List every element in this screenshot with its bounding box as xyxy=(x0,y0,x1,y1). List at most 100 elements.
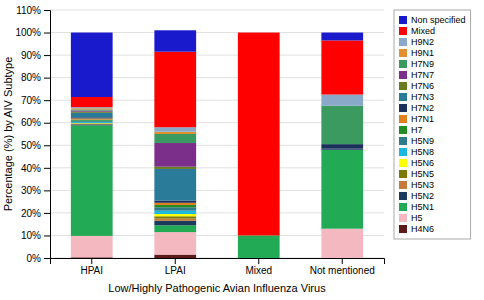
tick-mark xyxy=(44,235,50,236)
legend-item: H7N6 xyxy=(399,81,434,91)
bar-segment xyxy=(154,232,196,255)
bar-segment xyxy=(154,221,196,226)
legend-label: H7N3 xyxy=(411,92,434,102)
legend-swatch xyxy=(399,60,407,68)
legend-item: H5N3 xyxy=(399,180,434,190)
tick-label: 10% xyxy=(21,230,41,241)
bar-segment xyxy=(154,207,196,210)
tick-mark xyxy=(44,78,50,79)
plot: 0%10%20%30%40%50%60%70%80%90%100%110%HPA… xyxy=(15,5,384,276)
bar-segment xyxy=(154,167,196,169)
legend-item: H7N3 xyxy=(399,92,434,102)
tick-mark xyxy=(258,258,259,264)
legend-item: H5N2 xyxy=(399,191,434,201)
bar-segment xyxy=(71,120,113,121)
tick-mark xyxy=(44,190,50,191)
tick-label: 60% xyxy=(21,117,41,128)
bar-segment xyxy=(154,225,196,232)
legend-swatch xyxy=(399,137,407,145)
series xyxy=(71,33,363,236)
legend-label: H7N2 xyxy=(411,103,434,113)
legend-swatch xyxy=(399,27,407,35)
tick: LPAI xyxy=(165,258,186,276)
legend-label: H5N6 xyxy=(411,158,434,168)
series xyxy=(71,124,196,221)
bar-segment xyxy=(71,111,113,112)
tick-mark xyxy=(91,258,92,264)
axis-line xyxy=(44,11,51,259)
legend-swatch xyxy=(399,115,407,123)
bar-segment xyxy=(321,40,363,94)
grid xyxy=(50,10,384,258)
bar-segment xyxy=(154,169,196,201)
bar-segment xyxy=(71,122,113,123)
series xyxy=(71,120,196,208)
tick-mark xyxy=(44,100,50,101)
series xyxy=(71,95,363,132)
legend-item: H4N6 xyxy=(399,224,434,234)
bar-segment xyxy=(71,112,113,113)
tick-label: 50% xyxy=(21,140,41,151)
legend-label: Mixed xyxy=(411,26,435,36)
bar-segment xyxy=(71,123,113,124)
bar-segment xyxy=(321,106,363,144)
series xyxy=(71,106,363,144)
bar-segment xyxy=(71,107,113,108)
bar-segment xyxy=(154,52,196,128)
legend-item: H5N8 xyxy=(399,147,434,157)
bar-segment xyxy=(321,33,363,41)
tick-label: 40% xyxy=(21,163,41,174)
tick-label: LPAI xyxy=(165,265,186,276)
series xyxy=(71,118,196,205)
tick-mark xyxy=(44,213,50,214)
legend-item: H7N2 xyxy=(399,103,434,113)
bar-segment xyxy=(71,117,113,118)
series xyxy=(71,229,363,258)
legend-label: H5N5 xyxy=(411,169,434,179)
legend-item: H5N6 xyxy=(399,158,434,168)
bar-segment xyxy=(71,97,113,107)
legend-item: H9N1 xyxy=(399,48,434,58)
legend-label: H5 xyxy=(411,213,423,223)
tick: Mixed xyxy=(245,258,272,276)
legend-swatch xyxy=(399,93,407,101)
x-axis: HPAILPAIMixedNot mentioned xyxy=(51,258,385,276)
legend-swatch xyxy=(399,203,407,211)
tick: 70% xyxy=(21,95,50,106)
bar-segment xyxy=(154,201,196,203)
tick: 100% xyxy=(15,27,50,38)
tick-label: 100% xyxy=(15,27,41,38)
legend-item: H7N1 xyxy=(399,114,434,124)
tick-label: 80% xyxy=(21,72,41,83)
legend-swatch xyxy=(399,181,407,189)
tick: Not mentioned xyxy=(310,258,375,276)
bar-segment xyxy=(238,33,280,236)
legend-swatch xyxy=(399,16,407,24)
tick-label: Mixed xyxy=(245,265,272,276)
legend-item: H7N7 xyxy=(399,70,434,80)
legend-item: Non specified xyxy=(399,15,466,25)
axis-line xyxy=(51,259,385,265)
legend-label: H5N1 xyxy=(411,202,434,212)
bar-segment xyxy=(154,214,196,216)
bar-segment xyxy=(238,235,280,258)
grid-line xyxy=(50,10,384,11)
legend-label: H5N9 xyxy=(411,136,434,146)
tick-mark xyxy=(175,258,176,264)
bar-segment xyxy=(154,30,196,51)
tick-label: Not mentioned xyxy=(310,265,375,276)
legend-label: H4N6 xyxy=(411,224,434,234)
tick-mark xyxy=(44,33,50,34)
legend-item: H7N9 xyxy=(399,59,434,69)
tick-mark xyxy=(44,123,50,124)
series xyxy=(71,122,196,214)
tick-label: 20% xyxy=(21,208,41,219)
tick: 20% xyxy=(21,208,50,219)
legend-item: H9N2 xyxy=(399,37,434,47)
x-axis-title: Low/Highly Pathogenic Avian Influenza Vi… xyxy=(108,282,326,294)
legend-item: H5N5 xyxy=(399,169,434,179)
tick-mark xyxy=(44,168,50,169)
tick: 80% xyxy=(21,72,50,83)
legend-label: H7N6 xyxy=(411,81,434,91)
tick-label: 0% xyxy=(27,253,42,264)
